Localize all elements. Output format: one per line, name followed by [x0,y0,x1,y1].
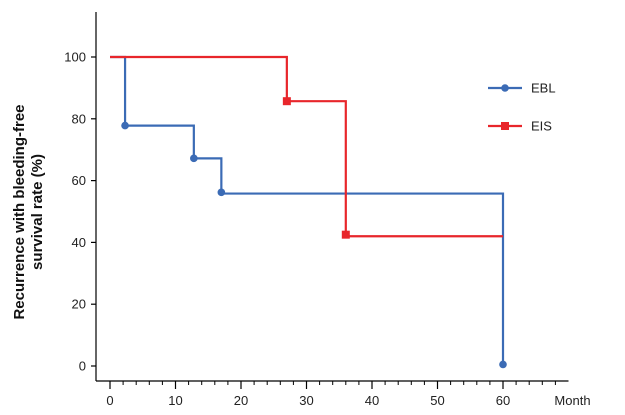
y-tick-label: 20 [72,297,86,312]
series-line-eis [110,55,503,238]
y-tick-label: 80 [72,111,86,126]
x-tick-label: 0 [106,393,113,408]
legend-label-ebl: EBL [531,81,556,96]
data-point-eis [341,230,350,239]
x-tick-label: 30 [299,393,313,408]
y-tick-label: 60 [72,173,86,188]
y-axis-label-line-1: Recurrence with bleeding-free [11,104,28,319]
legend-marker-eis [501,122,509,130]
legend-marker-ebl [501,84,509,92]
y-tick-label: 40 [72,235,86,250]
y-tick-label: 0 [79,359,86,374]
x-tick-label: 10 [168,393,182,408]
series-line-ebl [110,55,505,365]
x-tick-label: 20 [234,393,248,408]
data-point-ebl [121,121,129,130]
legend-label-eis: EIS [531,119,552,134]
x-tick-label: 60 [496,393,510,408]
y-tick-label: 100 [64,50,86,65]
x-tick-label: 50 [430,393,444,408]
y-axis-label-line-2: survival rate (%) [29,154,46,270]
data-point-eis [282,97,291,106]
data-point-ebl [217,188,226,197]
x-tick-label: 40 [365,393,379,408]
axes-group: 0 20 40 60 80 100 0 10 20 30 40 50 60 Month [64,12,591,408]
data-point-ebl [499,360,507,369]
data-point-ebl [190,154,198,163]
series-group [110,55,507,369]
x-axis-label: Month [554,393,590,408]
legend: EBL EIS [488,81,556,134]
